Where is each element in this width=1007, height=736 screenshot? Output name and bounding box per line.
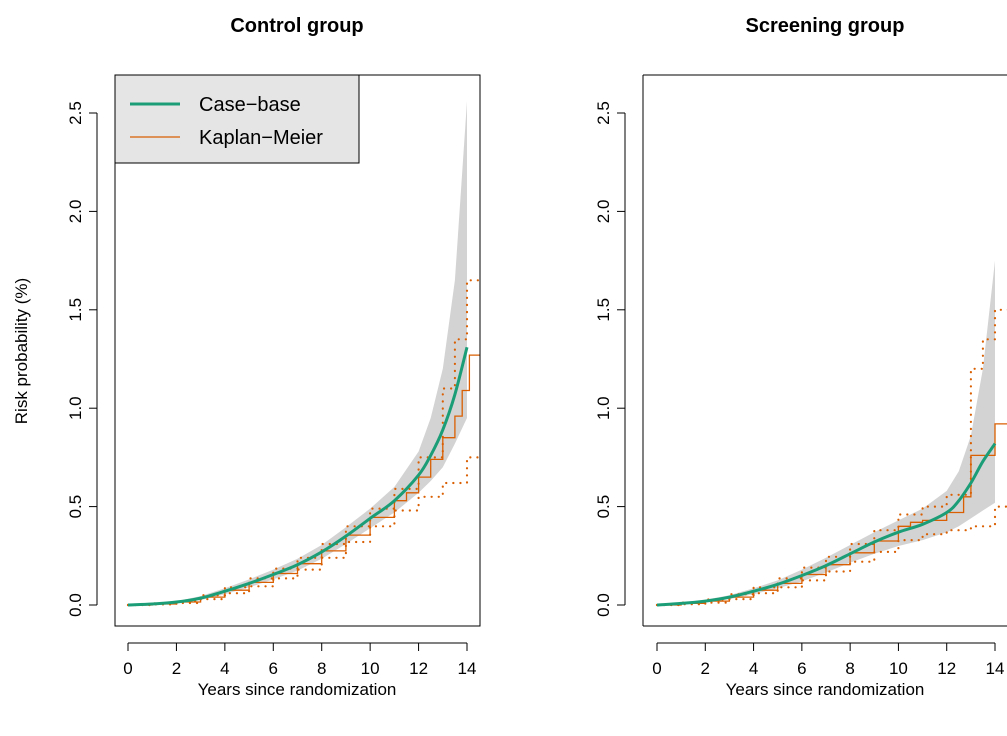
axes: 0 2 4 6 8 10 12 14 0.0 0.5 1.0 1.5 2.0 2.5 (594, 101, 1004, 678)
panel-control: 0 2 4 6 8 10 12 14 0.0 0.5 1.0 1.5 2.0 2.5 Control gr… (12, 15, 481, 699)
y-axis-label: Risk probability (%) (12, 278, 31, 424)
y-tick-label: 2.0 (594, 200, 613, 224)
chart-title: Control group (230, 15, 363, 37)
case-base-confidence-band (128, 101, 467, 605)
x-tick-label: 12 (409, 659, 428, 678)
y-tick-label: 0.0 (594, 593, 613, 617)
x-axis-label: Years since randomization (198, 680, 397, 699)
y-tick-label: 1.5 (594, 298, 613, 322)
y-tick-label: 2.5 (594, 101, 613, 125)
x-axis-label: Years since randomization (726, 680, 925, 699)
x-tick-label: 2 (701, 659, 710, 678)
case-base-confidence-band (657, 260, 995, 605)
y-tick-label: 0.5 (594, 495, 613, 519)
legend-label-kaplan-meier: Kaplan−Meier (199, 127, 323, 149)
case-base-line (127, 346, 469, 607)
legend: Case−base Kaplan−Meier (114, 74, 360, 164)
x-tick-label: 6 (797, 659, 806, 678)
x-tick-label: 0 (123, 659, 132, 678)
x-tick-label: 0 (652, 659, 661, 678)
legend-label-case-base: Case−base (199, 94, 301, 116)
y-tick-label: 1.0 (66, 396, 85, 420)
x-tick-label: 12 (937, 659, 956, 678)
x-tick-label: 8 (317, 659, 326, 678)
x-tick-label: 2 (172, 659, 181, 678)
y-tick-label: 1.5 (66, 298, 85, 322)
series-layer (655, 308, 1007, 607)
x-tick-label: 8 (845, 659, 854, 678)
confidence-band-layer (657, 260, 995, 605)
x-tick-label: 4 (220, 659, 229, 678)
case-base-line (656, 442, 997, 607)
y-tick-label: 2.5 (66, 101, 85, 125)
series-layer (126, 279, 480, 607)
x-tick-label: 6 (269, 659, 278, 678)
y-tick-label: 2.0 (66, 200, 85, 224)
x-tick-label: 10 (889, 659, 908, 678)
legend-box (114, 74, 360, 164)
x-tick-label: 14 (986, 659, 1005, 678)
axes: 0 2 4 6 8 10 12 14 0.0 0.5 1.0 1.5 2.0 2.5 (66, 101, 476, 678)
confidence-band-layer (128, 101, 467, 605)
x-tick-label: 14 (458, 659, 477, 678)
panel-screening: 0 2 4 6 8 10 12 14 0.0 0.5 1.0 1.5 2.0 2.5 Screening … (594, 15, 1007, 699)
y-tick-label: 0.0 (66, 593, 85, 617)
y-tick-label: 0.5 (66, 495, 85, 519)
x-tick-label: 4 (749, 659, 758, 678)
kaplan-meier-upper-limit (126, 279, 480, 607)
x-tick-label: 10 (361, 659, 380, 678)
y-tick-label: 1.0 (594, 396, 613, 420)
chart-title: Screening group (746, 15, 905, 37)
kaplan-meier-lower-limit (655, 505, 1007, 607)
